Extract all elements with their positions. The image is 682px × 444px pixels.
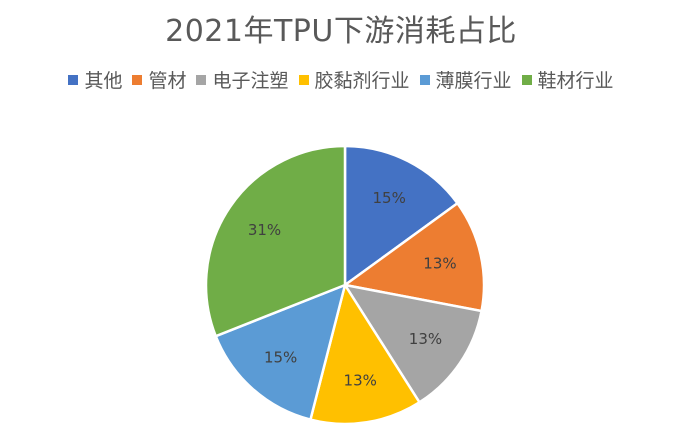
pie-slice: [308, 281, 422, 426]
pie-slice: [342, 283, 484, 405]
legend-swatch: [521, 75, 532, 85]
legend-swatch: [132, 75, 143, 85]
pie-slice: [204, 144, 347, 338]
chart-title: 2021年TPU下游消耗占比: [165, 14, 517, 49]
legend: 其他 管材 电子注塑 胶黏剂行业 薄膜行业 鞋材行业: [0, 66, 682, 93]
legend-item: 电子注塑: [196, 66, 289, 93]
pie-slice: [341, 201, 486, 313]
legend-swatch: [68, 75, 79, 85]
legend-label: 管材: [148, 70, 187, 92]
legend-item: 管材: [132, 66, 186, 93]
legend-label: 其他: [84, 70, 123, 92]
legend-item: 薄膜行业: [419, 66, 512, 93]
legend-swatch: [196, 75, 207, 85]
legend-label: 薄膜行业: [435, 70, 512, 92]
legend-label: 电子注塑: [212, 70, 289, 92]
slice-label: 31%: [248, 221, 281, 239]
legend-swatch: [419, 75, 430, 85]
legend-label: 胶黏剂行业: [314, 70, 410, 92]
legend-item: 胶黏剂行业: [298, 66, 410, 93]
slice-label: 15%: [264, 348, 297, 366]
legend-label: 鞋材行业: [537, 70, 614, 92]
slice-label: 13%: [423, 254, 456, 272]
slice-label: 13%: [344, 372, 377, 390]
legend-swatch: [298, 75, 309, 85]
legend-item: 鞋材行业: [521, 66, 614, 93]
pie-slice: [214, 282, 347, 422]
slice-label: 15%: [373, 189, 406, 207]
pie-slice: [343, 144, 460, 288]
legend-item: 其他: [68, 66, 122, 93]
slice-label: 13%: [409, 330, 442, 348]
